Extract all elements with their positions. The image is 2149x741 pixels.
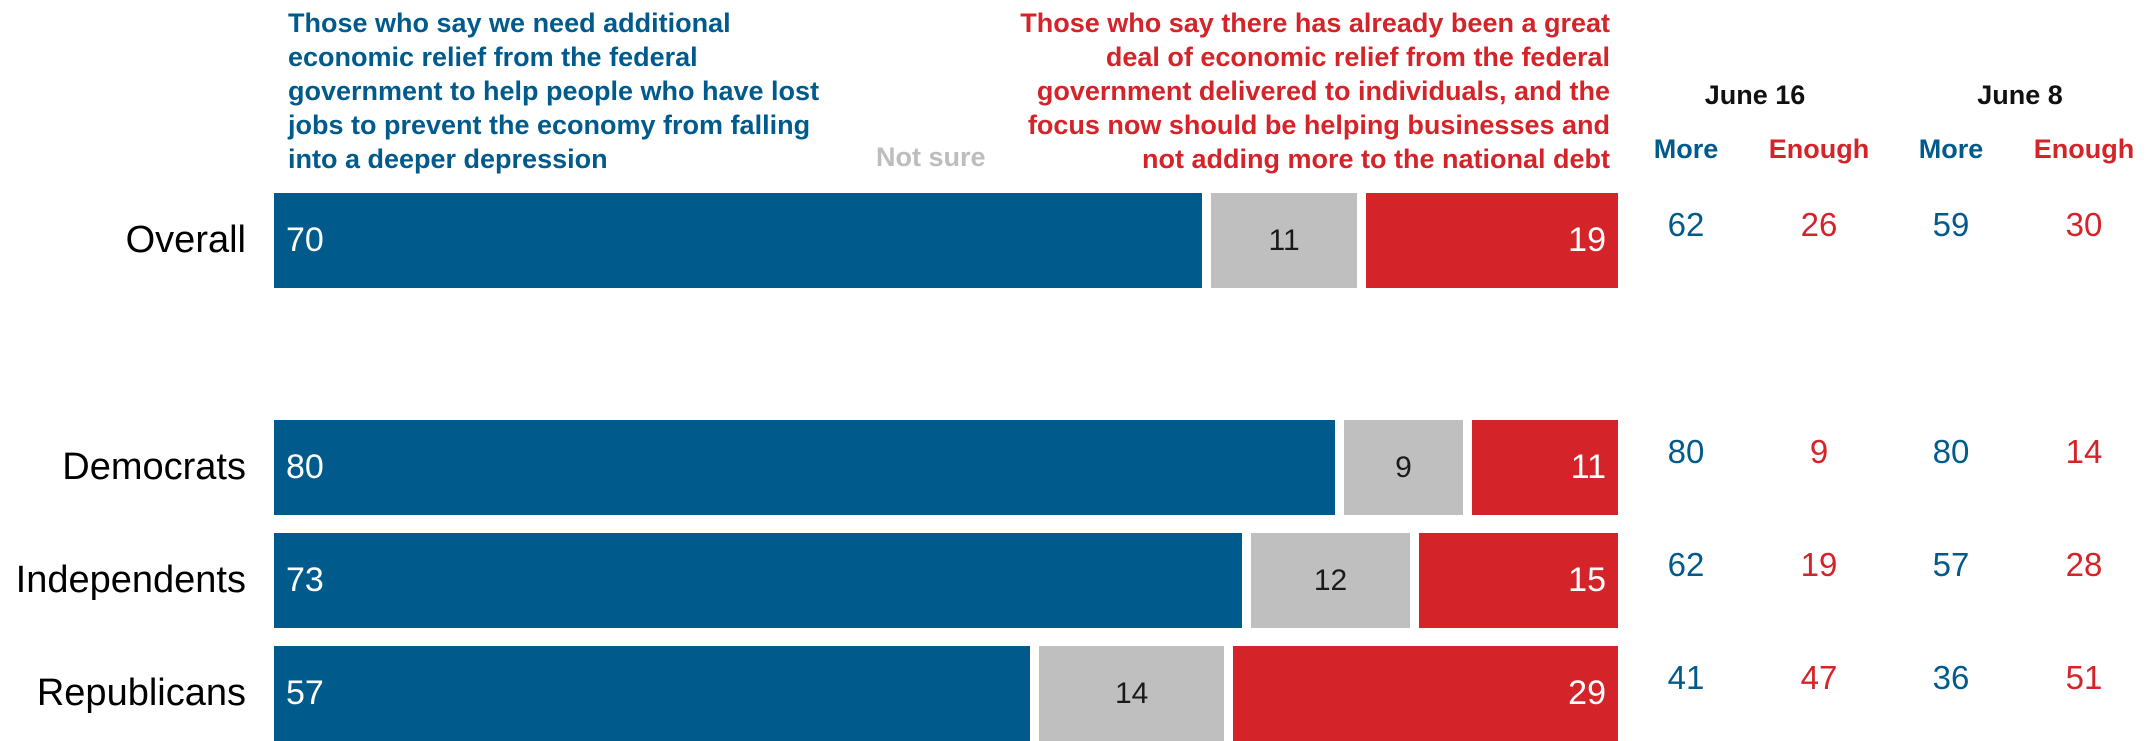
- header-june8-enough: Enough: [2033, 134, 2135, 164]
- row-label: Democrats: [62, 446, 246, 488]
- comparison-value: 59: [1932, 206, 1970, 243]
- data-label: 15: [1568, 561, 1606, 599]
- data-label: 73: [286, 561, 324, 599]
- row-label: Independents: [15, 559, 246, 601]
- header-june16: June 16: [1704, 80, 1806, 110]
- bar-not-sure: 9: [1343, 420, 1464, 515]
- data-label: 29: [1568, 674, 1606, 712]
- bar-more: 57: [274, 646, 1030, 741]
- comparison-value: 28: [2065, 546, 2103, 583]
- header-june8: June 8: [1977, 80, 2063, 110]
- legend-enough: Those who say there has already been a g…: [1020, 8, 1610, 174]
- bar-more: 70: [274, 193, 1203, 288]
- data-label: 11: [1268, 223, 1300, 257]
- bar-more: 80: [274, 420, 1335, 515]
- comparison-value: 80: [1932, 433, 1970, 470]
- legend-not-sure: Not sure: [876, 142, 986, 172]
- data-label: 19: [1568, 221, 1606, 259]
- comparison-value: 26: [1800, 206, 1838, 243]
- data-label: 57: [286, 674, 324, 712]
- comparison-value: 51: [2065, 659, 2103, 696]
- comparison-value: 19: [1800, 546, 1838, 583]
- data-label: 9: [1395, 450, 1412, 484]
- bar-enough: 29: [1233, 646, 1618, 741]
- data-label: 11: [1570, 448, 1606, 486]
- header-june16-more: More: [1653, 134, 1719, 164]
- comparison-value: 57: [1932, 546, 1970, 583]
- row-label: Overall: [125, 219, 246, 261]
- bar-more: 73: [274, 533, 1242, 628]
- bar-not-sure: 11: [1211, 193, 1358, 288]
- header-june16-enough: Enough: [1768, 134, 1870, 164]
- bar-enough: 11: [1472, 420, 1618, 515]
- comparison-value: 47: [1800, 659, 1838, 696]
- comparison-value: 62: [1667, 206, 1705, 243]
- comparison-value: 36: [1932, 659, 1970, 696]
- comparison-value: 30: [2065, 206, 2103, 243]
- legend-more: Those who say we need additional economi…: [288, 8, 820, 174]
- comparison-value: 80: [1667, 433, 1705, 470]
- header-june8-more: More: [1918, 134, 1984, 164]
- bar-not-sure: 14: [1038, 646, 1225, 741]
- comparison-value: 9: [1809, 433, 1829, 470]
- data-label: 14: [1114, 676, 1149, 710]
- row-label: Republicans: [36, 672, 246, 714]
- data-label: 12: [1313, 563, 1348, 597]
- data-label: 80: [286, 448, 324, 486]
- data-label: 70: [286, 221, 324, 259]
- comparison-value: 41: [1667, 659, 1705, 696]
- bar-enough: 19: [1366, 193, 1618, 288]
- bar-not-sure: 12: [1250, 533, 1411, 628]
- comparison-value: 62: [1667, 546, 1705, 583]
- comparison-value: 14: [2065, 433, 2103, 470]
- bar-enough: 15: [1419, 533, 1618, 628]
